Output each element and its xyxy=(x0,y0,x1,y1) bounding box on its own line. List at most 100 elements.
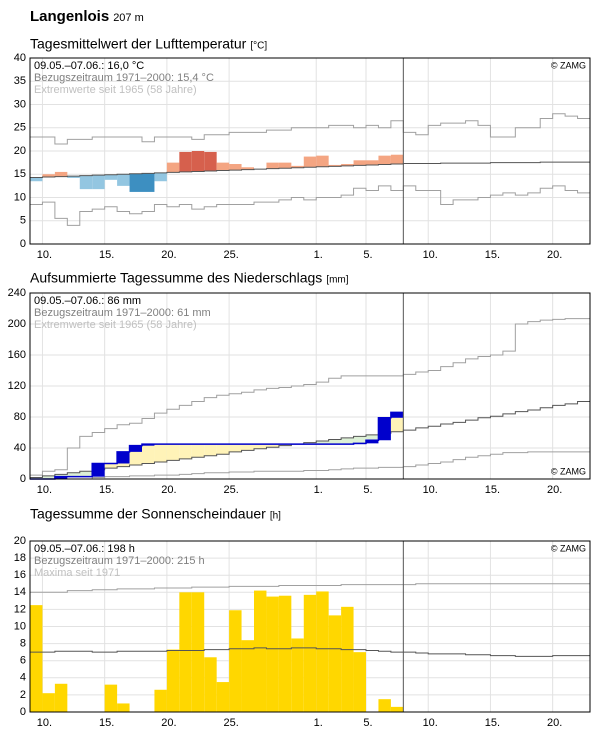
bar xyxy=(254,590,267,712)
extreme-line xyxy=(30,451,590,480)
y-tick-label: 0 xyxy=(20,473,26,485)
credit: © ZAMG xyxy=(551,543,586,553)
bar xyxy=(241,640,254,712)
anomaly-bar xyxy=(92,175,105,190)
deviation-fill xyxy=(266,444,279,448)
plot-frame xyxy=(29,292,591,480)
y-tick-label: 18 xyxy=(14,552,26,564)
deviation-fill xyxy=(204,444,217,456)
deviation-fill xyxy=(142,444,155,464)
anomaly-bar xyxy=(54,171,68,177)
anomaly-bar xyxy=(166,162,180,173)
chart-title: Tagessumme der Sonnenscheindauer xyxy=(30,506,266,522)
normal-line xyxy=(30,647,590,657)
y-tick-label: 20 xyxy=(14,145,26,157)
x-tick-label: 1. xyxy=(314,717,323,729)
x-tick-label: 25. xyxy=(223,249,238,261)
x-tick-label: 25. xyxy=(223,484,238,496)
x-tick-label: 20. xyxy=(161,484,176,496)
y-tick-label: 4 xyxy=(20,672,26,684)
x-tick-label: 25. xyxy=(223,717,238,729)
deviation-fill xyxy=(79,471,93,477)
bar xyxy=(316,591,329,712)
y-tick-label: 15 xyxy=(14,168,26,180)
x-tick-label: 10. xyxy=(37,249,52,261)
x-tick-label: 10. xyxy=(423,249,438,261)
x-tick-label: 20. xyxy=(161,717,176,729)
y-tick-label: 6 xyxy=(20,655,26,667)
bar xyxy=(216,682,230,712)
y-tick-label: 20 xyxy=(14,535,26,547)
anomaly-bar xyxy=(216,162,230,171)
anomaly-bar xyxy=(303,156,317,168)
bar xyxy=(278,595,292,712)
bar xyxy=(117,703,130,712)
x-tick-label: 15. xyxy=(99,484,114,496)
anomaly-bar xyxy=(42,174,55,178)
deviation-fill xyxy=(366,434,379,441)
y-tick-label: 240 xyxy=(8,287,26,299)
bar xyxy=(30,605,43,712)
bar xyxy=(104,684,118,712)
deviation-fill xyxy=(54,474,68,477)
y-tick-label: 2 xyxy=(20,689,26,701)
daily-increment xyxy=(129,445,142,452)
deviation-fill xyxy=(229,444,242,452)
daily-increment xyxy=(366,440,379,444)
x-tick-label: 10. xyxy=(37,484,52,496)
deviation-fill xyxy=(179,444,192,459)
bar xyxy=(229,610,242,712)
y-tick-label: 120 xyxy=(8,380,26,392)
info-note: 09.05.–07.06.: 16,0 °C xyxy=(34,60,144,72)
plot-frame xyxy=(29,540,591,713)
bar xyxy=(191,592,205,712)
station-altitude: 207 m xyxy=(113,12,144,24)
x-tick-label: 10. xyxy=(423,717,438,729)
info-note: Bezugszeitraum 1971–2000: 15,4 °C xyxy=(34,72,214,84)
anomaly-bar xyxy=(79,175,93,190)
bar xyxy=(54,683,68,712)
y-tick-label: 200 xyxy=(8,318,26,330)
bar xyxy=(179,592,192,712)
deviation-fill xyxy=(30,477,43,479)
station-name: Langenlois xyxy=(30,8,109,25)
anomaly-bar xyxy=(129,173,142,192)
chart-unit: [mm] xyxy=(326,275,348,286)
deviation-fill xyxy=(166,444,180,461)
daily-increment xyxy=(353,443,366,445)
bar xyxy=(378,699,391,712)
anomaly-bar xyxy=(204,151,217,171)
x-tick-label: 15. xyxy=(485,717,500,729)
maximum-line xyxy=(30,583,590,593)
anomaly-bar xyxy=(67,176,80,178)
chart-title: Tagesmittelwert der Lufttemperatur xyxy=(30,36,247,52)
x-tick-label: 10. xyxy=(423,484,438,496)
bar xyxy=(303,594,317,712)
y-tick-label: 16 xyxy=(14,569,26,581)
x-tick-label: 20. xyxy=(547,484,562,496)
bar xyxy=(341,606,354,712)
x-tick-label: 5. xyxy=(363,717,372,729)
deviation-fill xyxy=(303,442,317,445)
y-tick-label: 0 xyxy=(20,706,26,718)
anomaly-bar xyxy=(241,167,254,170)
y-tick-label: 12 xyxy=(14,603,26,615)
plot-frame xyxy=(29,57,591,245)
bar xyxy=(42,693,55,712)
info-note: 09.05.–07.06.: 198 h xyxy=(34,543,135,555)
y-tick-label: 25 xyxy=(14,122,26,134)
x-tick-label: 20. xyxy=(161,249,176,261)
deviation-fill xyxy=(278,444,292,446)
anomaly-bar xyxy=(316,155,329,167)
anomaly-bar xyxy=(366,160,379,165)
x-tick-label: 1. xyxy=(314,484,323,496)
extreme-line xyxy=(30,185,590,226)
anomaly-bar xyxy=(229,164,242,171)
anomaly-bar xyxy=(278,162,292,169)
y-tick-label: 8 xyxy=(20,638,26,650)
bar xyxy=(328,615,342,712)
anomaly-bar xyxy=(104,174,118,180)
info-note: Bezugszeitraum 1971–2000: 215 h xyxy=(34,555,205,567)
normal-line xyxy=(30,401,590,478)
